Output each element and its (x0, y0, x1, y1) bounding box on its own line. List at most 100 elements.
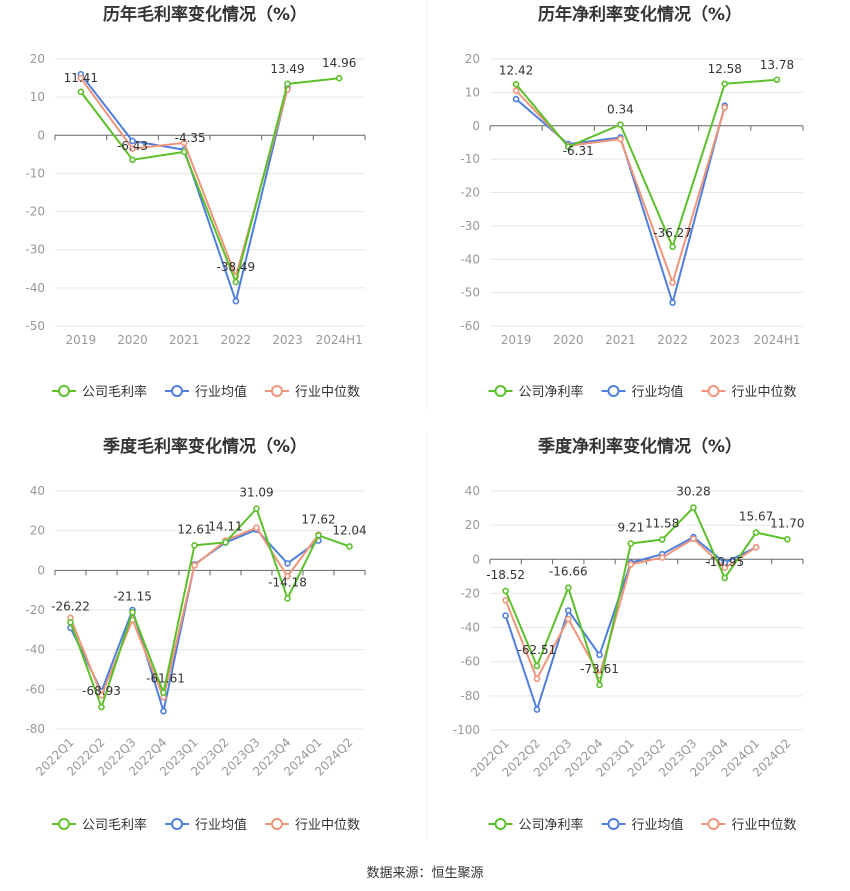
y-tick-label: 0 (472, 552, 480, 566)
y-tick-label: 0 (37, 563, 45, 577)
data-point (658, 536, 666, 543)
x-tick-label: 2021 (605, 333, 636, 347)
legend-marker (707, 818, 720, 830)
y-tick-label: -50 (25, 319, 45, 333)
y-tick-label: -20 (460, 586, 480, 600)
x-tick-label: 2020 (553, 333, 584, 347)
data-point (191, 542, 198, 549)
data-label: -68.93 (82, 684, 121, 698)
legend-marker (494, 818, 507, 830)
chart-panel-1: 历年毛利率变化情况（%） 20 10 0 -10 -20 -30 -40 -50 2019 2020… (25, 4, 366, 400)
data-point (658, 554, 666, 561)
y-tick-label: 20 (465, 52, 480, 66)
data-label: 30.28 (676, 485, 710, 499)
legend-item: 公司毛利率 (52, 817, 147, 833)
legend-item: 行业均值 (601, 817, 684, 833)
y-tick-label: -30 (25, 243, 45, 257)
legend-label: 行业均值 (195, 817, 247, 833)
data-point (690, 535, 697, 543)
data-point (160, 707, 167, 715)
y-tick-label: 0 (37, 128, 45, 142)
legend-marker (58, 818, 70, 830)
x-tick-label: 2020 (117, 333, 148, 347)
y-tick-label: 10 (30, 90, 45, 104)
y-tick-label: -80 (25, 722, 45, 736)
data-label: 12.04 (332, 523, 366, 537)
data-point (335, 74, 343, 82)
data-label: -26.22 (51, 599, 90, 613)
legend-label: 公司毛利率 (82, 817, 147, 833)
data-point (512, 95, 520, 103)
data-source-note: 数据来源：恒生聚源 (366, 866, 484, 881)
data-point (784, 536, 791, 543)
y-tick-label: -20 (25, 205, 45, 219)
data-label: 15.67 (739, 510, 773, 524)
data-label: 12.61 (177, 522, 211, 536)
data-point (752, 529, 760, 536)
x-tick-label: 2022 (221, 333, 252, 347)
legend-marker (607, 818, 620, 830)
data-label: -62.51 (518, 643, 557, 657)
data-point (690, 504, 697, 511)
x-tick-label: 2023 (272, 333, 303, 347)
series-line (80, 73, 289, 303)
data-point (669, 279, 676, 286)
data-point (232, 278, 240, 286)
y-tick-label: 40 (465, 484, 480, 498)
x-tick-label: 2024H1 (753, 333, 800, 347)
legend-marker (58, 385, 70, 397)
y-tick-label: 20 (465, 518, 480, 532)
legend-label: 行业中位数 (295, 818, 360, 833)
data-point (617, 121, 624, 128)
data-label: -6.31 (563, 144, 594, 158)
legend-label: 公司净利率 (519, 384, 584, 400)
data-point (67, 619, 74, 626)
data-label: -61.61 (146, 672, 185, 686)
data-point (284, 80, 291, 88)
data-point (669, 299, 676, 306)
data-point (721, 574, 729, 582)
y-tick-label: -40 (460, 252, 480, 266)
y-tick-label: -60 (460, 655, 480, 669)
y-tick-label: -30 (460, 219, 480, 233)
y-tick-label: -40 (25, 281, 45, 295)
data-point (502, 596, 509, 604)
legend-item: 行业均值 (601, 384, 684, 400)
data-label: -73.61 (580, 662, 619, 676)
data-point (315, 532, 322, 539)
y-tick-label: -20 (25, 603, 45, 617)
data-point (564, 615, 572, 623)
data-label: -38.49 (216, 260, 255, 274)
data-label: -14.18 (268, 575, 307, 589)
data-label: 12.58 (708, 62, 742, 76)
data-point (222, 539, 229, 546)
y-tick-label: -80 (460, 689, 480, 703)
data-point (346, 543, 353, 550)
data-point (160, 689, 167, 696)
data-point (721, 104, 729, 111)
data-label: 11.70 (770, 516, 804, 530)
y-tick-label: -60 (460, 319, 480, 333)
data-point (253, 524, 260, 531)
y-tick-label: 0 (472, 119, 480, 133)
chart-title: 季度净利率变化情况（%） (538, 436, 742, 457)
series-line (515, 78, 777, 248)
y-tick-label: -40 (460, 621, 480, 635)
data-label: 11.58 (645, 517, 679, 531)
data-point (596, 651, 603, 659)
series-line (69, 526, 320, 699)
data-point (98, 691, 105, 699)
data-label: -21.15 (113, 589, 152, 603)
x-tick-label: 2021 (169, 333, 200, 347)
data-label: 31.09 (239, 486, 273, 500)
legend-item: 行业中位数 (701, 818, 797, 833)
data-label: -18.52 (486, 568, 525, 582)
chart-title: 历年毛利率变化情况（%） (103, 4, 307, 25)
data-point (129, 137, 136, 145)
data-point (129, 145, 136, 152)
data-point (564, 607, 572, 614)
data-point (512, 87, 520, 95)
data-label: 12.42 (499, 63, 533, 77)
x-tick-label: 2023 (709, 333, 740, 347)
data-point (180, 148, 188, 156)
